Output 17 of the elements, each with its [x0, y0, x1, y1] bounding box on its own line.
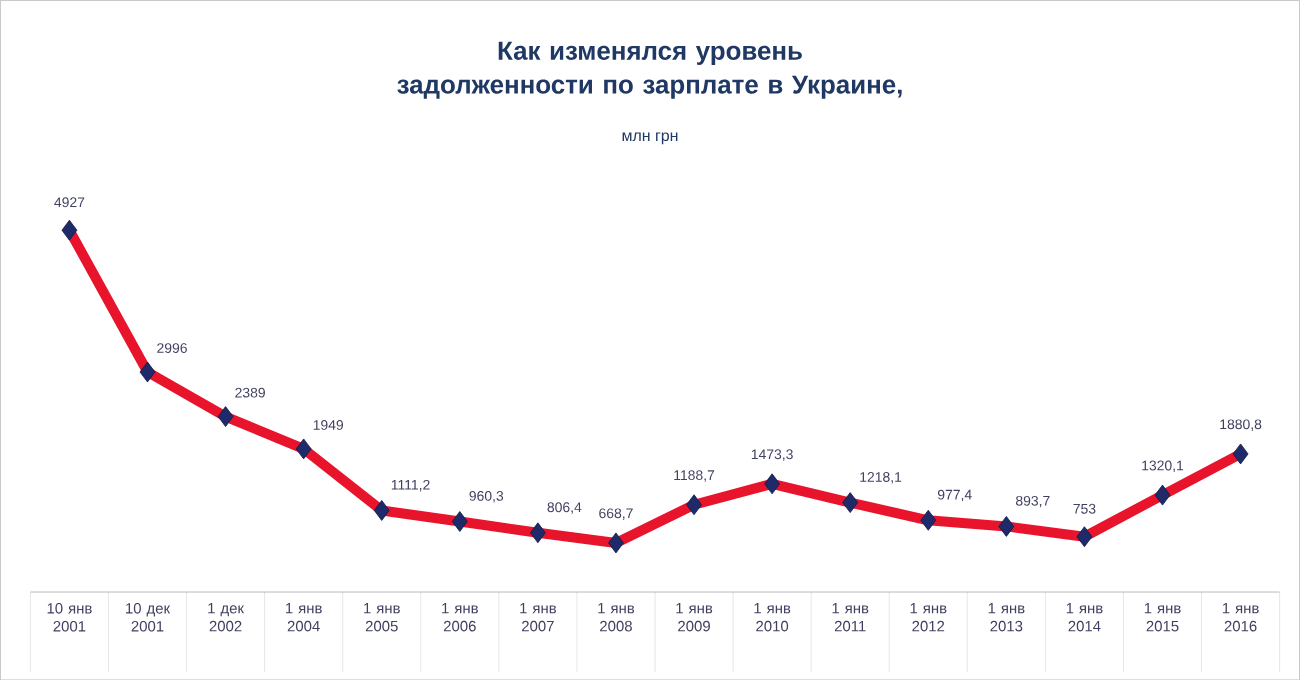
point — [1076, 526, 1093, 547]
point — [1154, 484, 1171, 506]
point — [1232, 443, 1249, 465]
point — [529, 522, 546, 544]
chart-title: Как изменялся уровень задолженности по зарплате в Украине, — [397, 41, 902, 99]
point — [686, 494, 702, 515]
point — [998, 515, 1015, 537]
point — [842, 492, 859, 513]
point — [920, 509, 937, 531]
point — [764, 473, 781, 495]
point — [608, 532, 624, 554]
point — [139, 361, 156, 383]
point — [217, 406, 234, 427]
point — [61, 219, 78, 241]
point — [295, 438, 312, 460]
point — [373, 499, 390, 521]
point — [451, 510, 468, 532]
